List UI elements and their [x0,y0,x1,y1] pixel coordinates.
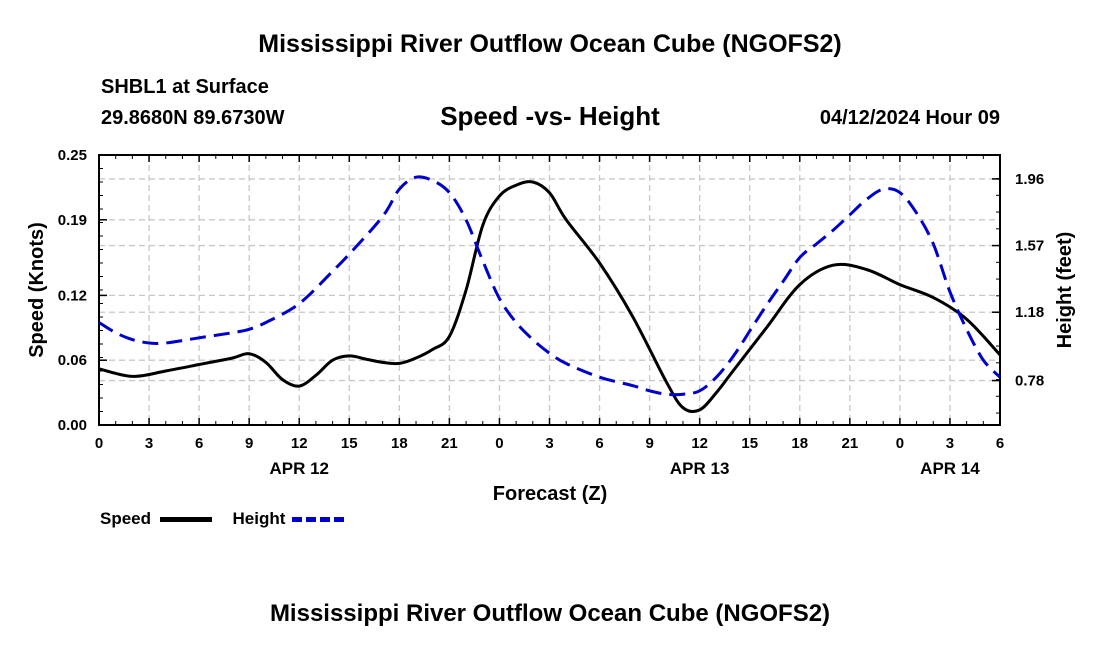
y2-tick-label: 1.96 [1015,171,1044,188]
legend-speed-swatch [159,517,212,523]
x-tick-label: 18 [791,435,808,452]
station-coordinates: 29.8680N 89.6730W [101,107,285,129]
y2-tick-label: 1.18 [1015,304,1044,321]
y2-tick-label: 0.78 [1015,373,1044,390]
x-tick-label: 3 [145,435,153,452]
x-tick-label: 21 [441,435,458,452]
legend: Speed Height [100,509,345,531]
series-line-height [98,175,1002,397]
chart-subtitle: Speed -vs- Height [440,101,660,131]
x-date-label: APR 12 [269,459,329,478]
forecast-datetime: 04/12/2024 Hour 09 [819,107,1000,129]
y-tick-label: 0.12 [58,287,87,304]
y-tick-label: 0.06 [58,352,87,369]
x-tick-label: 3 [545,435,553,452]
station-label: SHBL1 at Surface [101,76,269,98]
x-tick-label: 0 [95,435,103,452]
grid-lines [99,155,1000,425]
x-date-label: APR 14 [920,459,980,478]
x-tick-label: 15 [341,435,358,452]
series-lines [98,175,1002,414]
legend-height-label: Height [232,509,286,528]
series-line-speed [98,180,1002,414]
x-tick-label: 15 [741,435,758,452]
y2-axis-label: Height (feet) [1054,232,1076,349]
x-tick-label: 6 [595,435,603,452]
speed-height-chart: 0 3 6 9 12 15 18 21 0 3 6 9 12 15 18 21 0 3 6 APR 12 APR 13 A… [26,147,1076,505]
tick-labels: 0 3 6 9 12 15 18 21 0 3 6 9 12 15 18 21 0 3 6 APR 12 APR 13 A… [58,147,1044,478]
x-tick-label: 9 [645,435,653,452]
x-axis-label: Forecast (Z) [493,483,607,505]
main-title: Mississippi River Outflow Ocean Cube (NG… [258,30,842,58]
axes [98,154,1001,426]
plot-frame [98,154,1001,426]
y2-tick-label: 1.57 [1015,238,1044,255]
x-tick-label: 6 [996,435,1004,452]
x-tick-label: 0 [495,435,503,452]
legend-speed-label: Speed [100,509,152,528]
x-tick-label: 12 [691,435,708,452]
x-tick-label: 12 [291,435,308,452]
x-date-label: APR 13 [670,459,730,478]
footer-title: Mississippi River Outflow Ocean Cube (NG… [269,600,831,627]
x-tick-label: 6 [195,435,203,452]
y-tick-label: 0.25 [58,147,87,164]
y-tick-label: 0.00 [58,417,87,434]
y-axis-label: Speed (Knots) [26,222,48,358]
x-tick-label: 21 [841,435,858,452]
y-tick-label: 0.19 [58,212,87,229]
x-tick-label: 3 [946,435,954,452]
legend-height-swatch [292,517,345,523]
x-tick-label: 9 [245,435,253,452]
x-tick-label: 18 [391,435,408,452]
x-tick-label: 0 [896,435,904,452]
